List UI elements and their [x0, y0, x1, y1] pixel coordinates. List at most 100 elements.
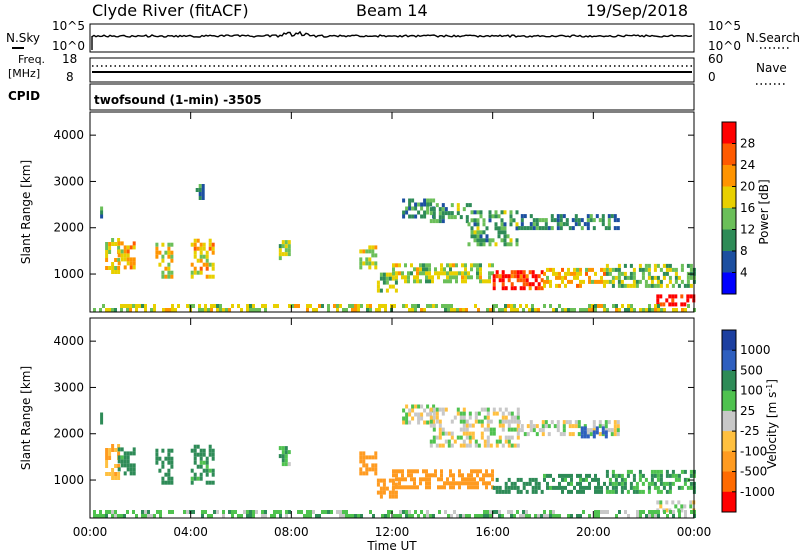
echo-cell	[446, 279, 449, 284]
echo-cell	[284, 446, 288, 451]
echo-cell	[547, 226, 551, 231]
echo-cell	[438, 427, 442, 432]
echo-cell	[432, 411, 436, 416]
echo-cell	[105, 258, 109, 262]
echo-cell	[603, 267, 606, 272]
echo-cell	[588, 267, 591, 272]
echo-cell	[689, 283, 693, 288]
echo-cell	[208, 246, 212, 251]
echo-cell	[398, 263, 401, 268]
echo-cell	[623, 485, 627, 490]
freq-tick-left-top: 18	[62, 52, 77, 66]
echo-cell	[644, 267, 648, 272]
echo-cell	[414, 308, 417, 312]
echo-cell	[365, 463, 369, 468]
echo-cell	[594, 308, 597, 312]
echo-cell	[516, 308, 519, 312]
echo-cell	[627, 514, 630, 518]
echo-cell	[410, 473, 413, 478]
echo-cell	[159, 510, 162, 514]
echo-cell	[467, 222, 471, 227]
echo-cell	[624, 308, 627, 312]
echo-cell	[111, 468, 115, 472]
echo-cell	[281, 240, 285, 245]
echo-cell	[611, 279, 615, 284]
echo-cell	[374, 451, 378, 456]
echo-cell	[126, 245, 130, 250]
echo-cell	[199, 242, 203, 247]
echo-cell	[586, 226, 590, 231]
echo-cell	[155, 456, 159, 461]
echo-cell	[608, 477, 612, 482]
echo-cell	[500, 226, 504, 231]
echo-cell	[408, 198, 412, 203]
echo-cell	[362, 463, 366, 468]
echo-cell	[464, 271, 467, 276]
echo-cell	[555, 485, 558, 490]
echo-cell	[597, 481, 600, 486]
echo-cell	[449, 271, 452, 276]
echo-cell	[129, 467, 133, 472]
echo-cell	[614, 473, 618, 478]
echo-cell	[526, 424, 530, 429]
echo-cell	[456, 435, 460, 440]
echo-cell	[558, 275, 561, 280]
echo-cell	[468, 203, 472, 208]
echo-cell	[471, 435, 475, 440]
echo-cell	[543, 283, 546, 288]
echo-cell	[452, 275, 455, 280]
echo-cell	[605, 469, 609, 474]
echo-cell	[452, 263, 455, 268]
echo-cell	[507, 443, 511, 448]
echo-cell	[351, 304, 354, 308]
echo-cell	[199, 452, 203, 457]
echo-cell	[464, 481, 467, 486]
echo-cell	[665, 271, 669, 276]
echo-cell	[407, 275, 410, 280]
echo-cell	[105, 242, 109, 246]
echo-cell	[264, 308, 267, 312]
echo-cell	[586, 222, 590, 227]
station-title: Clyde River (fitACF)	[92, 1, 249, 20]
echo-cell	[382, 276, 386, 281]
echo-cell	[371, 455, 375, 460]
echo-cell	[231, 510, 234, 514]
echo-cell	[392, 473, 395, 478]
echo-cell	[111, 510, 114, 514]
echo-cell	[601, 426, 605, 431]
echo-cell	[465, 435, 469, 440]
echo-cell	[416, 271, 419, 276]
echo-cell	[538, 226, 542, 231]
echo-cell	[147, 514, 150, 518]
echo-cell	[579, 473, 582, 478]
echo-cell	[155, 254, 159, 259]
echo-cell	[426, 404, 430, 409]
echo-cell	[426, 412, 430, 417]
echo-cell	[108, 510, 111, 514]
echo-cell	[456, 514, 459, 518]
echo-cell	[642, 510, 645, 514]
echo-cell	[190, 480, 194, 485]
echo-cell	[164, 480, 168, 485]
echo-cell	[680, 469, 684, 474]
echo-cell	[573, 485, 576, 490]
echo-cell	[155, 242, 159, 247]
echo-cell	[365, 467, 369, 472]
echo-cell	[608, 279, 612, 284]
echo-cell	[120, 304, 123, 308]
echo-cell	[456, 203, 460, 208]
echo-cell	[420, 510, 423, 514]
echo-cell	[462, 415, 466, 420]
echo-cell	[404, 477, 407, 482]
noise-panel	[89, 23, 695, 53]
echo-cell	[432, 211, 436, 216]
echo-cell	[432, 207, 436, 212]
echo-cell	[425, 267, 428, 272]
echo-cell	[117, 253, 121, 258]
echo-cell	[198, 192, 202, 196]
echo-cell	[382, 486, 386, 491]
echo-cell	[111, 308, 114, 312]
echo-cell	[501, 419, 505, 424]
echo-cell	[455, 279, 458, 284]
